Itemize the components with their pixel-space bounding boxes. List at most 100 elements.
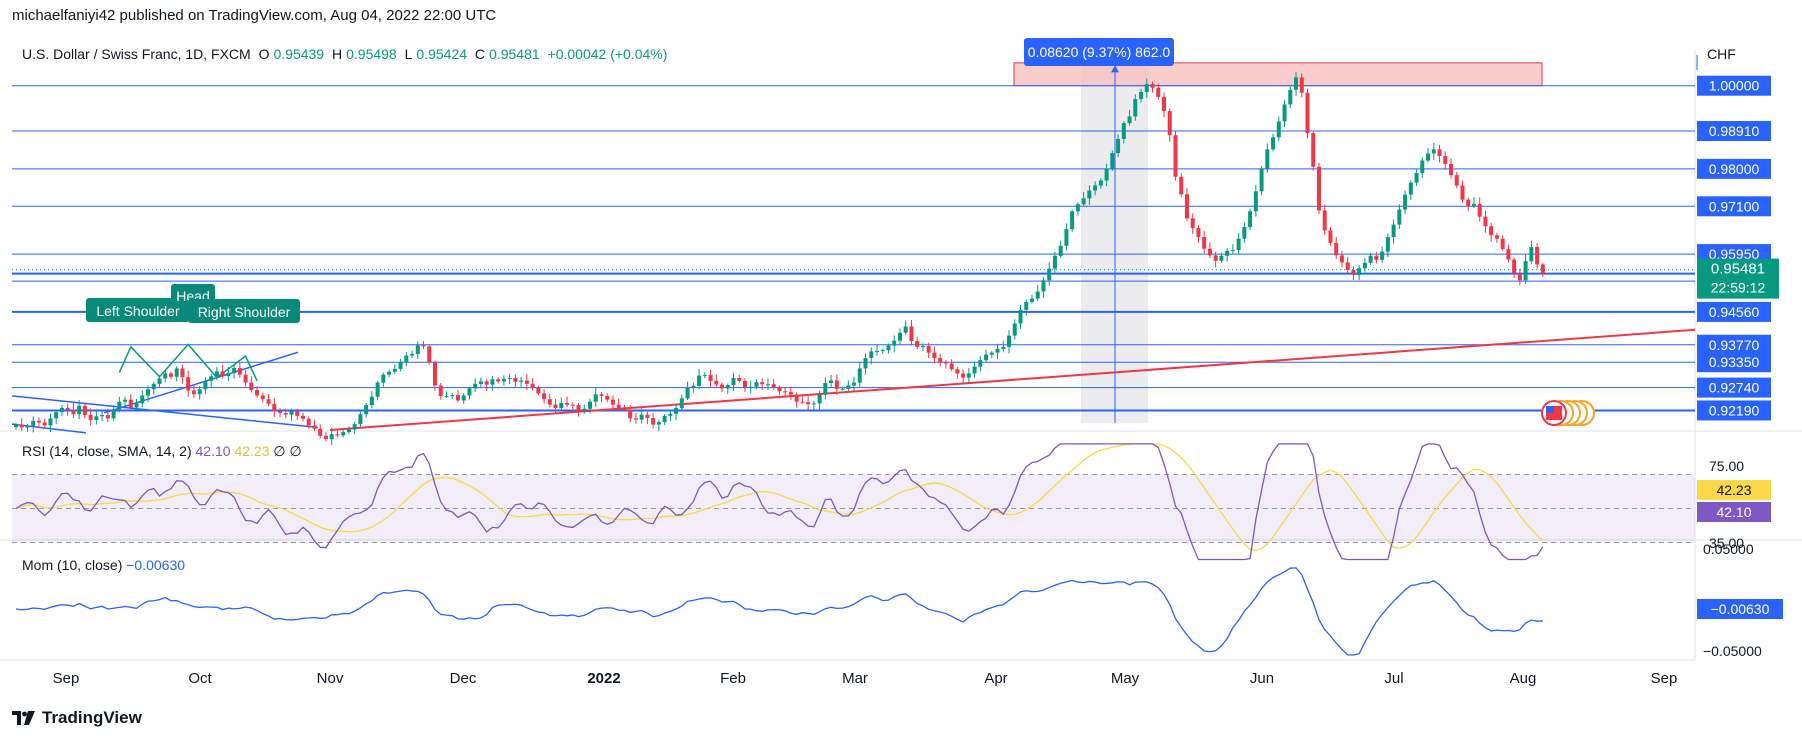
candle-down bbox=[1167, 108, 1172, 142]
candle-body bbox=[1225, 250, 1230, 256]
candle-body bbox=[823, 383, 828, 395]
candle-body bbox=[266, 399, 271, 404]
symbol-legend: U.S. Dollar / Swiss Franc, 1D, FXCM O 0.9… bbox=[22, 46, 671, 62]
candle-up bbox=[588, 398, 592, 414]
candle-down bbox=[1449, 158, 1453, 179]
candle-up bbox=[823, 377, 828, 400]
candle-body bbox=[1190, 218, 1195, 228]
candle-up bbox=[461, 392, 466, 405]
brand-name: TradingView bbox=[42, 708, 142, 727]
candle-down bbox=[88, 408, 93, 426]
candle-up bbox=[54, 409, 59, 425]
candle-up bbox=[989, 350, 994, 359]
candle-down bbox=[530, 378, 535, 391]
candle-body bbox=[519, 380, 524, 382]
time-axis-label: Mar bbox=[842, 670, 868, 687]
candle-up bbox=[1230, 244, 1235, 255]
candle-body bbox=[260, 395, 265, 400]
candle-down bbox=[1328, 226, 1333, 246]
candle-down bbox=[1483, 210, 1488, 233]
candle-up bbox=[214, 366, 219, 381]
candle-up bbox=[1471, 197, 1476, 209]
tradingview-logo[interactable]: TradingView bbox=[12, 708, 142, 728]
candle-down bbox=[1311, 131, 1316, 171]
candle-up bbox=[1380, 246, 1385, 264]
candle-down bbox=[938, 353, 943, 367]
candle-body bbox=[387, 371, 392, 375]
candle-down bbox=[513, 374, 518, 388]
pattern-lines bbox=[11, 343, 319, 434]
time-axis-label: Sep bbox=[53, 670, 80, 687]
candle-up bbox=[1403, 190, 1408, 215]
candle-body bbox=[1104, 168, 1109, 181]
candle-body bbox=[19, 424, 24, 428]
rsi-legend: RSI (14, close, SMA, 14, 2) 42.10 42.23 … bbox=[22, 443, 302, 460]
candle-up bbox=[679, 394, 684, 411]
candle-down bbox=[1512, 257, 1517, 278]
candle-body bbox=[1299, 77, 1304, 93]
candle-up bbox=[1253, 184, 1258, 217]
time-axis-label: Nov bbox=[317, 670, 344, 687]
candle-body bbox=[369, 396, 374, 406]
candle-down bbox=[484, 379, 489, 391]
rsi-badge bbox=[1697, 502, 1771, 522]
candle-up bbox=[134, 398, 139, 411]
close-label: C bbox=[474, 46, 486, 62]
candle-down bbox=[278, 408, 283, 418]
candle-up bbox=[1431, 142, 1436, 161]
time-axis-label: May bbox=[1111, 670, 1140, 687]
candle-body bbox=[478, 381, 483, 384]
candle-down bbox=[1454, 171, 1459, 189]
candle-down bbox=[168, 371, 173, 380]
candle-up bbox=[697, 368, 702, 390]
candle-body bbox=[1385, 237, 1390, 252]
candle-body bbox=[450, 395, 455, 397]
candle-down bbox=[834, 374, 839, 396]
candle-body bbox=[679, 398, 684, 408]
candle-body bbox=[180, 368, 185, 378]
price-axis-badge bbox=[1697, 334, 1771, 355]
candle-down bbox=[1535, 242, 1540, 269]
time-axis-label: 2022 bbox=[587, 670, 620, 687]
candle-body bbox=[1018, 309, 1023, 324]
price-axis-label: 0.97100 bbox=[1709, 198, 1760, 214]
change-value: +0.00042 (+0.04%) bbox=[547, 46, 668, 62]
candle-up bbox=[25, 423, 30, 432]
candle-body bbox=[1121, 123, 1126, 139]
candle-body bbox=[467, 388, 472, 396]
candle-body bbox=[1322, 210, 1327, 231]
candle-body bbox=[1202, 237, 1207, 249]
candle-body bbox=[1219, 255, 1224, 261]
candle-down bbox=[1316, 162, 1321, 214]
candle-body bbox=[1294, 77, 1299, 90]
candle-body bbox=[255, 390, 260, 396]
candle-body bbox=[1328, 230, 1333, 243]
candle-down bbox=[1500, 235, 1505, 251]
candle-down bbox=[547, 393, 552, 408]
candle-body bbox=[829, 380, 834, 384]
candle-up bbox=[467, 386, 472, 400]
candle-down bbox=[105, 408, 110, 423]
candle-body bbox=[1540, 264, 1545, 274]
candle-down bbox=[438, 382, 443, 400]
candle-body bbox=[484, 381, 489, 385]
measure-arrow-head bbox=[1111, 65, 1119, 73]
candle-up bbox=[232, 364, 237, 379]
candle-down bbox=[128, 394, 133, 410]
candle-up bbox=[897, 328, 902, 346]
candle-body bbox=[318, 428, 323, 436]
mom-badge bbox=[1697, 599, 1783, 619]
candle-up bbox=[880, 348, 885, 354]
candle-up bbox=[123, 396, 128, 406]
candle-body bbox=[834, 380, 839, 389]
candle-body bbox=[1517, 273, 1522, 281]
candle-body bbox=[1075, 204, 1080, 212]
candle-body bbox=[1454, 175, 1459, 186]
candle-down bbox=[783, 386, 788, 398]
candle-up bbox=[892, 335, 897, 352]
candle-up bbox=[593, 387, 598, 407]
candle-body bbox=[961, 373, 966, 378]
candle-body bbox=[82, 405, 87, 416]
